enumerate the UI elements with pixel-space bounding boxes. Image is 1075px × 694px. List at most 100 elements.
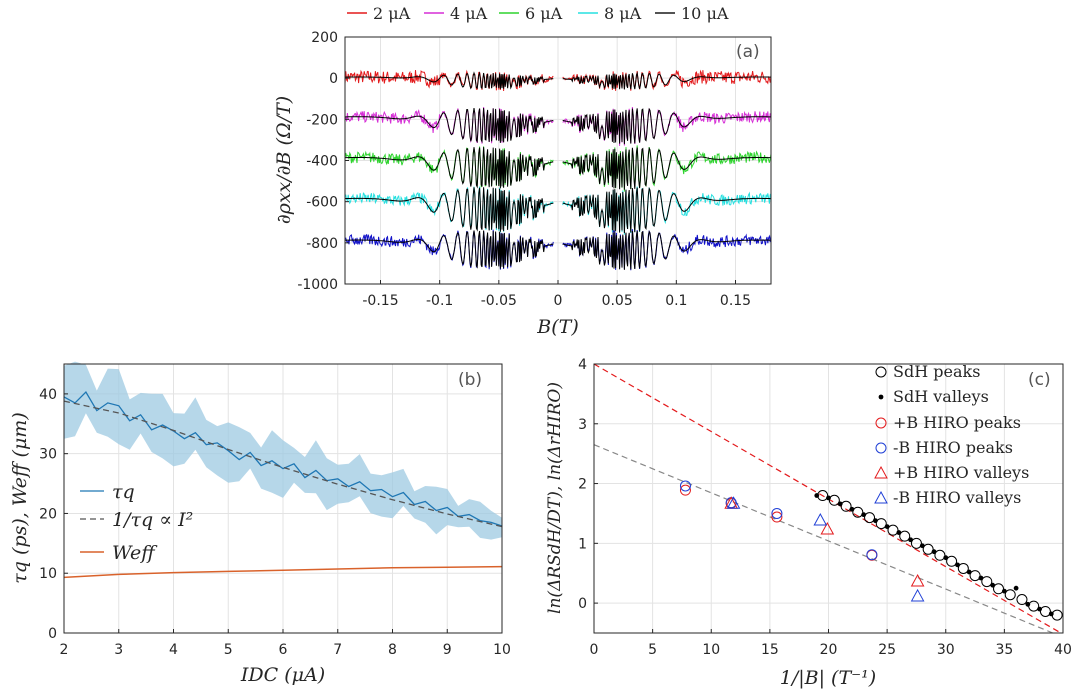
panel-a-xtick-label: 0.15: [720, 293, 751, 309]
point-SdH-peaks: [993, 583, 1005, 595]
panel-c-xtick-label: 30: [937, 642, 955, 658]
point-SdH-peaks: [864, 512, 876, 524]
legend-label-w-eff: Weff: [112, 542, 158, 564]
point-SdH-valleys: [849, 506, 855, 512]
point-SdH-peaks: [840, 500, 852, 512]
panel-a-ytick-label: -400: [306, 154, 338, 170]
point-SdH-peaks: [1039, 605, 1051, 617]
panel-c: 0 5 10 15 20 25 30 35 40 0 1 2 3 4 (c) 1/|B| (T⁻¹) ln…: [545, 357, 1072, 689]
panel-b-legend: τq 1/τq ∝ I² Weff: [80, 481, 193, 564]
point-SdH-valleys: [966, 569, 972, 575]
panel-b-xtick-label: 8: [388, 642, 397, 658]
legend-label: -B HIRO peaks: [893, 438, 1013, 457]
point-SdH-valleys: [873, 518, 878, 524]
panel-c-label: (c): [1028, 370, 1051, 390]
series-fit-6-μA: [562, 146, 771, 190]
point-SdH-valleys: [896, 530, 902, 535]
legend-marker-SdH-valleys: [878, 394, 884, 400]
panel-a-xtick-label: 0.1: [665, 293, 687, 309]
point-SdH-peaks: [969, 570, 981, 582]
point-+B-HIRO-valleys: [910, 573, 925, 587]
point-SdH-valleys: [1001, 588, 1007, 594]
panel-b-xtick-label: 6: [279, 642, 288, 658]
panel-b-xtick-label: 4: [169, 642, 178, 658]
panel-b-ytick-label: 40: [39, 387, 57, 403]
series-fit-6-μA: [345, 147, 554, 189]
panel-b-ytick-label: 0: [48, 626, 57, 642]
panel-a-x-axis-label: B(T): [536, 316, 578, 338]
panel-c-xtick-label: 15: [761, 642, 779, 658]
panel-c-xtick-label: 10: [702, 642, 720, 658]
point--B-HIRO-valleys: [910, 588, 925, 602]
point-SdH-peaks: [1004, 589, 1016, 601]
legend-marker-+B-HIRO-valleys: [874, 465, 888, 479]
panel-b-xlabel: IDC (μA): [240, 664, 325, 686]
point-SdH-valleys: [978, 575, 984, 581]
point-SdH-peaks: [946, 555, 958, 567]
panel-c-ticks: 0 5 10 15 20 25 30 35 40 0 1 2 3 4: [578, 357, 1072, 658]
point-SdH-peaks: [934, 549, 946, 561]
series-fit-4-μA: [345, 107, 554, 144]
panel-b-xtick-label: 10: [493, 642, 511, 658]
panel-b-xtick-label: 5: [224, 642, 233, 658]
point-SdH-peaks: [887, 524, 899, 536]
panel-b-label: (b): [458, 370, 482, 390]
point--B-HIRO-valleys: [726, 496, 741, 509]
panel-a-xtick-label: 0.05: [602, 293, 633, 309]
panel-b: 2 3 4 5 6 7 8 9 10 0 10 20 30 40 (b) IDC (μA) τq (ps)…: [9, 361, 511, 686]
legend-label: -B HIRO valleys: [893, 488, 1021, 507]
tau-q-uncertainty-band: [64, 361, 502, 540]
legend-marker--B-HIRO-peaks: [875, 442, 887, 454]
point-SdH-peaks: [910, 537, 922, 549]
panel-c-ytick-label: 1: [578, 536, 587, 552]
point-SdH-peaks: [1016, 594, 1028, 606]
point-SdH-valleys: [814, 493, 820, 498]
legend-label: SdH peaks: [893, 362, 980, 381]
point-SdH-valleys: [1025, 601, 1031, 607]
point-+B-HIRO-valleys: [820, 521, 835, 535]
panel-b-ytick-label: 20: [39, 506, 57, 522]
panel-b-ylabel: τq (ps), Weff (μm): [9, 412, 31, 583]
panel-a-ytick-label: -200: [306, 112, 338, 128]
point-SdH-valleys: [908, 537, 913, 543]
point-SdH-peaks: [875, 518, 887, 530]
panel-a-ytick-label: 0: [329, 71, 338, 87]
panel-c-xlabel: 1/|B| (T⁻¹): [780, 667, 876, 689]
panel-c-xtick-label: 25: [878, 642, 896, 658]
series-fit-10-μA: [562, 230, 771, 270]
panel-c-xtick-label: 20: [820, 642, 838, 658]
point-SdH-valleys: [943, 555, 949, 561]
panel-a: -0.15 -0.1 -0.05 0 0.05 0.1 0.15 -1000 -800 -600 -…: [273, 4, 772, 338]
legend-label: 2 μA: [373, 4, 411, 23]
series-fit-8-μA: [562, 186, 771, 234]
panel-a-xtick-label: -0.05: [481, 293, 517, 309]
point-SdH-valleys: [1048, 611, 1054, 617]
panel-b-series: [63, 391, 503, 579]
point-SdH-peaks: [922, 543, 934, 555]
point--B-HIRO-valleys: [813, 512, 828, 526]
fit-line-HIRO-fit: [593, 444, 1054, 634]
point--B-HIRO-peaks: [679, 480, 691, 492]
series-fit-2-μA: [345, 71, 554, 90]
panel-c-xtick-label: 35: [995, 642, 1013, 658]
panel-c-ytick-label: 0: [578, 596, 587, 612]
panel-c-ylabel: ln(ΔRSdH/DT), ln(ΔrHIRO): [545, 382, 565, 614]
panel-c-xtick-label: 5: [648, 642, 657, 658]
point-SdH-peaks: [957, 562, 969, 574]
series-data-2-μA: [344, 69, 554, 92]
panel-b-xtick-label: 9: [443, 642, 452, 658]
point-+B-HIRO-peaks: [771, 511, 783, 523]
point-SdH-peaks: [981, 576, 993, 588]
point-SdH-valleys: [1013, 585, 1019, 591]
series-fit-8-μA: [344, 187, 554, 232]
legend-label-fit: 1/τq ∝ I²: [112, 509, 193, 531]
point-SdH-valleys: [919, 543, 925, 549]
legend-label: +B HIRO peaks: [893, 413, 1021, 432]
panel-a-ylabel: ∂ρxx/∂B (Ω/T): [273, 96, 295, 224]
legend-label: 10 μA: [681, 4, 729, 23]
panel-c-legend: SdH peaks SdH valleys +B HIRO peaks -B HIRO…: [874, 362, 1029, 507]
panel-c-fit-lines: [593, 363, 1062, 634]
legend-label: 8 μA: [604, 4, 642, 23]
panel-b-xtick-label: 7: [333, 642, 342, 658]
panel-a-xlabel: B(T): [536, 316, 578, 338]
